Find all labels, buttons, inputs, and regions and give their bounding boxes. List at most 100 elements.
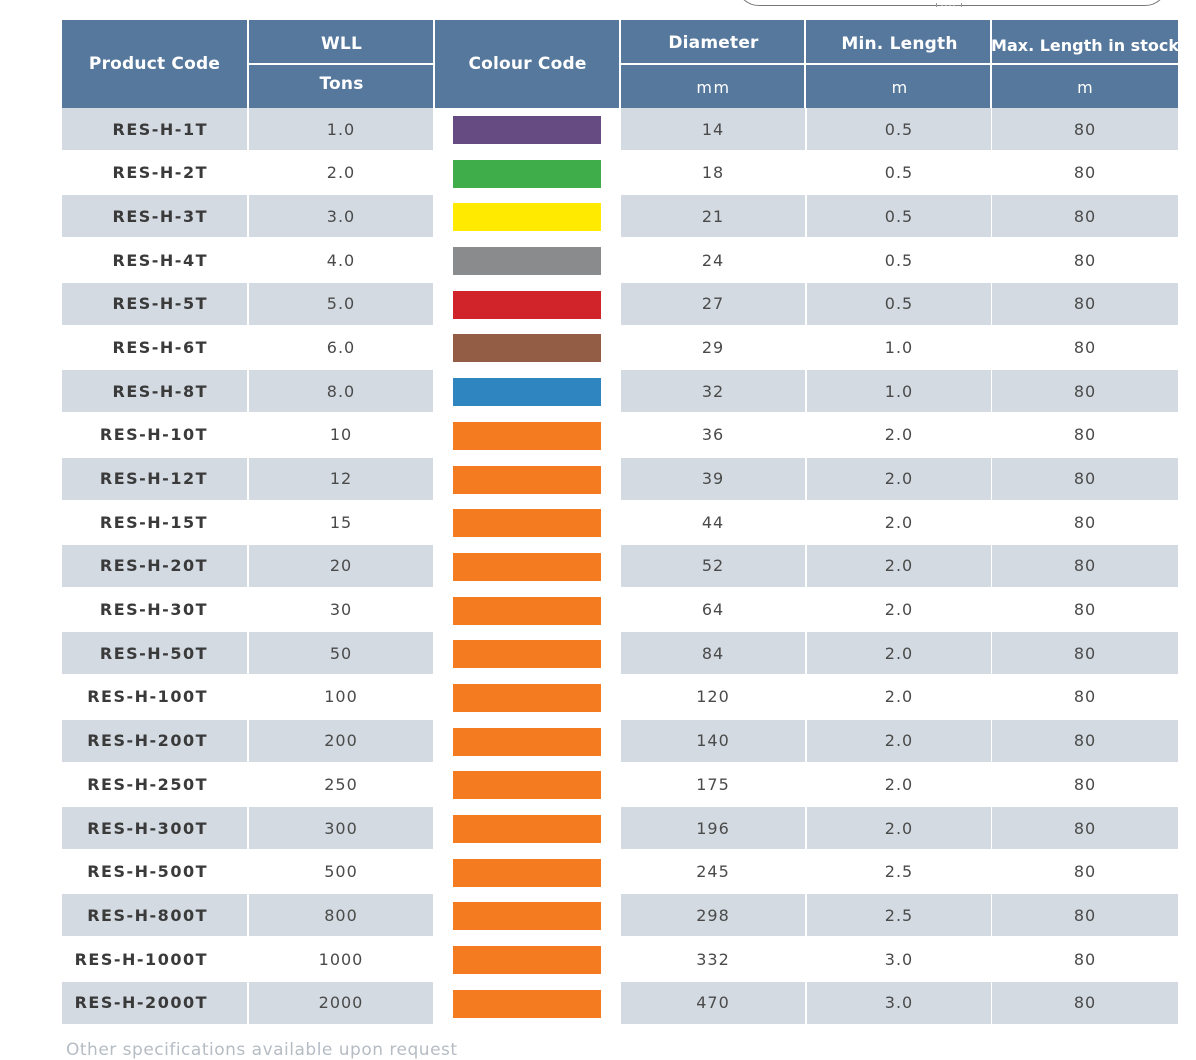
table-row: RES-H-200T 200 140 2.0 80 xyxy=(62,719,1178,764)
cell-max: 80 xyxy=(992,457,1178,500)
colour-swatch xyxy=(453,116,601,144)
cell-max: 80 xyxy=(1073,163,1097,183)
cell-min: 2.0 xyxy=(884,600,914,620)
cell-code: RES-H-200T xyxy=(62,719,247,762)
cell-diameter: 196 xyxy=(621,807,805,849)
cell-code: RES-H-3T xyxy=(62,195,247,238)
header-diameter-unit: mm xyxy=(696,77,731,97)
table-row: RES-H-1T 1.0 14 0.5 80 xyxy=(62,108,1178,152)
cell-code: RES-H-2T xyxy=(112,163,208,183)
cell-min: 2.0 xyxy=(807,719,991,762)
cell-max: 80 xyxy=(1073,862,1097,882)
colour-swatch xyxy=(453,509,601,538)
product-image-marking xyxy=(936,3,962,7)
colour-swatch xyxy=(453,159,601,188)
header-divider xyxy=(433,20,435,108)
cell-diameter: 24 xyxy=(701,250,725,270)
cell-min: 0.5 xyxy=(884,250,914,270)
table-header: Product Code WLL Tons Colour Code Diamet… xyxy=(62,20,1179,108)
cell-diameter: 120 xyxy=(696,687,730,707)
table-row: RES-H-30T 30 64 2.0 80 xyxy=(62,589,1178,633)
cell-diameter: 32 xyxy=(621,370,805,413)
cell-max: 80 xyxy=(1073,949,1097,969)
cell-max: 80 xyxy=(992,544,1178,587)
table-row: RES-H-2T 2.0 18 0.5 80 xyxy=(62,152,1178,196)
table-row: RES-H-500T 500 245 2.5 80 xyxy=(62,851,1178,895)
colour-swatch xyxy=(453,771,601,800)
cell-wll: 250 xyxy=(324,774,358,794)
cell-min: 3.0 xyxy=(807,981,991,1024)
cell-max: 80 xyxy=(992,370,1178,413)
table-row: RES-H-12T 12 39 2.0 80 xyxy=(62,457,1178,502)
footnote: Other specifications available upon requ… xyxy=(66,1040,458,1060)
cell-min: 1.0 xyxy=(807,370,991,413)
cell-wll: 1000 xyxy=(318,949,364,969)
cell-code: RES-H-800T xyxy=(62,894,247,937)
header-divider xyxy=(621,63,1178,65)
cell-min: 2.0 xyxy=(884,512,914,532)
colour-swatch xyxy=(453,247,601,276)
table-body: RES-H-1T 1.0 14 0.5 80 RES-H-2T 2.0 18 0.5 80 RES-… xyxy=(62,108,1178,1025)
cell-diameter: 332 xyxy=(696,949,730,969)
cell-code: RES-H-100T xyxy=(87,687,208,707)
cell-diameter: 298 xyxy=(621,894,805,937)
cell-diameter: 140 xyxy=(621,719,805,762)
colour-swatch xyxy=(453,640,601,669)
cell-code: RES-H-500T xyxy=(87,862,208,882)
table-row: RES-H-20T 20 52 2.0 80 xyxy=(62,544,1178,589)
cell-wll: 4.0 xyxy=(326,250,356,270)
table-row: RES-H-50T 50 84 2.0 80 xyxy=(62,632,1178,676)
cell-max: 80 xyxy=(992,108,1178,150)
table-row: RES-H-4T 4.0 24 0.5 80 xyxy=(62,239,1178,283)
cell-max: 80 xyxy=(1073,600,1097,620)
cell-max: 80 xyxy=(1073,250,1097,270)
cell-wll: 30 xyxy=(329,600,353,620)
cell-min: 2.0 xyxy=(884,425,914,445)
cell-diameter: 18 xyxy=(701,163,725,183)
cell-code: RES-H-4T xyxy=(112,250,208,270)
cell-code: RES-H-1T xyxy=(62,108,247,150)
header-wll-unit: Tons xyxy=(319,74,364,94)
colour-swatch xyxy=(453,858,601,887)
table-row: RES-H-6T 6.0 29 1.0 80 xyxy=(62,326,1178,370)
cell-min: 2.0 xyxy=(807,632,991,675)
cell-wll: 8.0 xyxy=(249,370,433,413)
cell-code: RES-H-30T xyxy=(99,600,208,620)
header-divider xyxy=(247,20,249,108)
cell-wll: 15 xyxy=(329,512,353,532)
cell-wll: 300 xyxy=(249,807,433,849)
colour-swatch xyxy=(453,683,601,712)
cell-wll: 500 xyxy=(324,862,358,882)
cell-max: 80 xyxy=(1073,512,1097,532)
cell-diameter: 27 xyxy=(621,282,805,325)
table-row: RES-H-100T 100 120 2.0 80 xyxy=(62,676,1178,720)
header-max-length: Max. Length in stock xyxy=(991,35,1179,55)
cell-diameter: 14 xyxy=(621,108,805,150)
cell-min: 2.0 xyxy=(807,457,991,500)
cell-code: RES-H-250T xyxy=(87,774,208,794)
cell-wll: 1.0 xyxy=(249,108,433,150)
cell-code: RES-H-6T xyxy=(112,337,208,357)
colour-swatch xyxy=(453,203,601,232)
cell-min: 0.5 xyxy=(807,195,991,238)
table-row: RES-H-250T 250 175 2.0 80 xyxy=(62,763,1178,807)
cell-min: 3.0 xyxy=(884,949,914,969)
table-row: RES-H-2000T 2000 470 3.0 80 xyxy=(62,981,1178,1026)
cell-wll: 20 xyxy=(249,544,433,587)
cell-diameter: 175 xyxy=(696,774,730,794)
cell-wll: 5.0 xyxy=(249,282,433,325)
cell-code: RES-H-300T xyxy=(62,807,247,849)
cell-code: RES-H-20T xyxy=(62,544,247,587)
cell-max: 80 xyxy=(992,632,1178,675)
cell-wll: 2000 xyxy=(249,981,433,1024)
table-row: RES-H-1000T 1000 332 3.0 80 xyxy=(62,938,1178,982)
cell-code: RES-H-10T xyxy=(99,425,208,445)
cell-max: 80 xyxy=(1073,425,1097,445)
cell-wll: 50 xyxy=(249,632,433,675)
cell-min: 2.0 xyxy=(807,807,991,849)
cell-max: 80 xyxy=(1073,687,1097,707)
cell-wll: 200 xyxy=(249,719,433,762)
cell-code: RES-H-1000T xyxy=(74,949,208,969)
colour-swatch xyxy=(453,290,601,319)
cell-max: 80 xyxy=(992,894,1178,937)
